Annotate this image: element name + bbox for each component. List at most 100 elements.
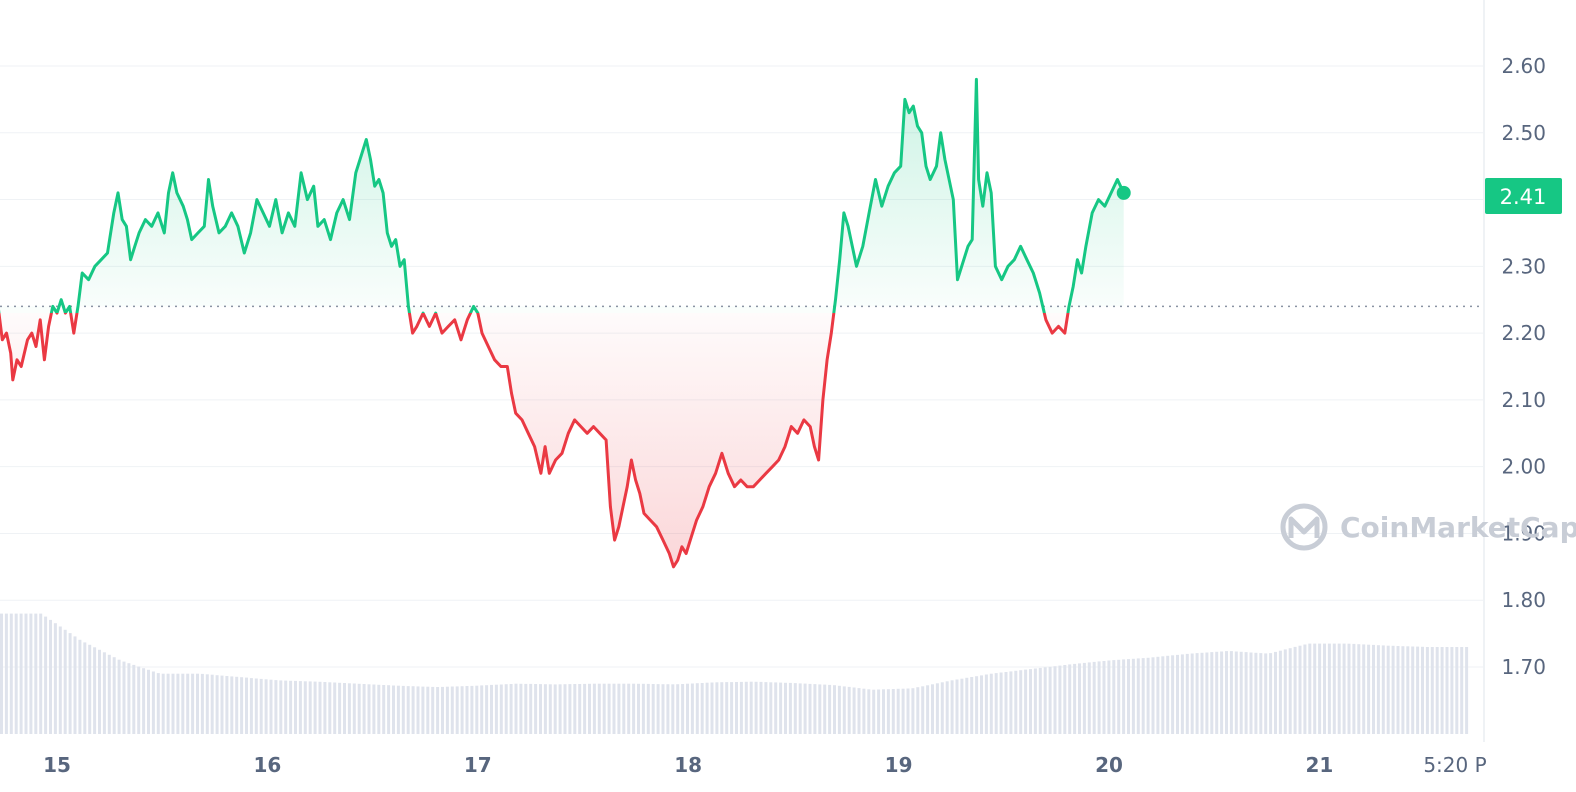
- volume-bar: [303, 681, 307, 734]
- volume-bar: [215, 675, 219, 734]
- volume-bar: [1043, 667, 1047, 734]
- volume-bar: [1401, 646, 1405, 734]
- volume-bar: [1283, 649, 1287, 734]
- volume-bar: [1318, 643, 1322, 734]
- volume-bar: [289, 680, 293, 734]
- volume-bar: [1166, 655, 1170, 734]
- volume-bar: [651, 684, 655, 734]
- volume-bar: [1180, 654, 1184, 734]
- y-tick-label: 2.00: [1501, 455, 1546, 479]
- volume-bar: [681, 684, 685, 734]
- volume-bar: [1024, 669, 1028, 734]
- volume-bar: [377, 684, 381, 734]
- volume-bar: [480, 685, 484, 734]
- volume-bar: [725, 682, 729, 734]
- volume-bar: [744, 681, 748, 734]
- volume-bar: [612, 683, 616, 734]
- volume-bar: [1073, 663, 1077, 734]
- volume-bar: [191, 673, 195, 734]
- volume-bar: [686, 683, 689, 734]
- volume-bar: [1038, 667, 1042, 734]
- volume-bar: [872, 689, 876, 734]
- x-tick-label: 16: [253, 753, 281, 777]
- y-tick-label: 2.10: [1501, 388, 1546, 412]
- volume-bar: [107, 654, 111, 734]
- volume-bar: [499, 684, 503, 734]
- volume-bar: [14, 613, 18, 734]
- volume-bar: [886, 689, 890, 734]
- volume-bar: [793, 683, 797, 734]
- volume-bar: [1171, 655, 1175, 734]
- volume-bar: [1249, 652, 1253, 734]
- x-tick-label: 21: [1305, 753, 1333, 777]
- area-down: [0, 313, 1068, 567]
- volume-bar: [1406, 646, 1410, 734]
- volume-bar: [1082, 662, 1086, 734]
- volume-bar: [828, 684, 832, 734]
- volume-bar: [509, 684, 513, 734]
- volume-bar: [1455, 647, 1459, 734]
- volume-bar: [102, 652, 106, 734]
- volume-bar: [661, 684, 665, 734]
- volume-bar: [338, 682, 342, 734]
- volume-bar: [460, 686, 464, 734]
- volume-bar: [1014, 670, 1018, 734]
- volume-bar: [847, 686, 851, 734]
- volume-bar: [1033, 668, 1037, 734]
- volume-bar: [1078, 663, 1081, 734]
- current-price-label: 2.41: [1500, 185, 1547, 209]
- volume-bar: [68, 633, 72, 734]
- volume-bar: [1161, 656, 1165, 734]
- volume-bar: [1391, 645, 1395, 734]
- volume-bar: [1112, 660, 1116, 734]
- volume-bar: [1460, 647, 1464, 734]
- volume-bar: [465, 686, 469, 734]
- volume-bar: [98, 649, 101, 734]
- volume-bar: [837, 685, 841, 734]
- y-tick-label: 2.50: [1501, 121, 1546, 145]
- volume-bar: [445, 686, 449, 734]
- volume-bar: [147, 669, 150, 734]
- volume-bar: [1185, 653, 1189, 734]
- volume-bar: [813, 684, 817, 734]
- y-tick-label: 1.80: [1501, 588, 1546, 612]
- volume-bar: [539, 684, 542, 734]
- volume-bar: [112, 657, 116, 734]
- price-line-up: [0, 77, 1126, 313]
- volume-bar: [19, 613, 23, 734]
- volume-bar: [1327, 643, 1331, 734]
- volume-bar: [1269, 653, 1273, 734]
- volume-bar: [989, 673, 993, 734]
- volume-bar: [1450, 647, 1454, 734]
- volume-bar: [117, 659, 121, 734]
- volume-bar: [994, 673, 998, 734]
- volume-bar: [1303, 644, 1307, 734]
- volume-bar: [254, 678, 258, 734]
- volume-bar: [823, 684, 827, 734]
- volume-bar: [88, 644, 92, 734]
- volume-bar: [24, 613, 28, 734]
- volume-bar: [504, 684, 508, 734]
- volume-bar: [122, 661, 126, 734]
- volume-bar: [1229, 651, 1233, 734]
- volume-bar: [249, 678, 253, 734]
- volume-bar: [485, 685, 489, 734]
- volume-bar: [1210, 652, 1214, 734]
- volume-bar: [1200, 652, 1204, 734]
- volume-bar: [784, 682, 787, 734]
- volume-bar: [259, 678, 263, 734]
- volume-bar: [578, 684, 582, 734]
- volume-bar: [882, 689, 885, 734]
- volume-bar: [323, 682, 327, 734]
- volume-bar: [1068, 664, 1072, 734]
- volume-bar: [1215, 651, 1219, 734]
- volume-bar: [1244, 652, 1248, 734]
- volume-bar: [490, 684, 493, 734]
- volume-bar: [455, 686, 459, 734]
- y-tick-label: 1.90: [1501, 521, 1546, 545]
- volume-bar: [1234, 651, 1238, 734]
- volume-bar: [1430, 647, 1434, 734]
- volume-bar: [156, 673, 160, 734]
- volume-bar: [637, 683, 640, 734]
- volume-bar: [34, 613, 38, 734]
